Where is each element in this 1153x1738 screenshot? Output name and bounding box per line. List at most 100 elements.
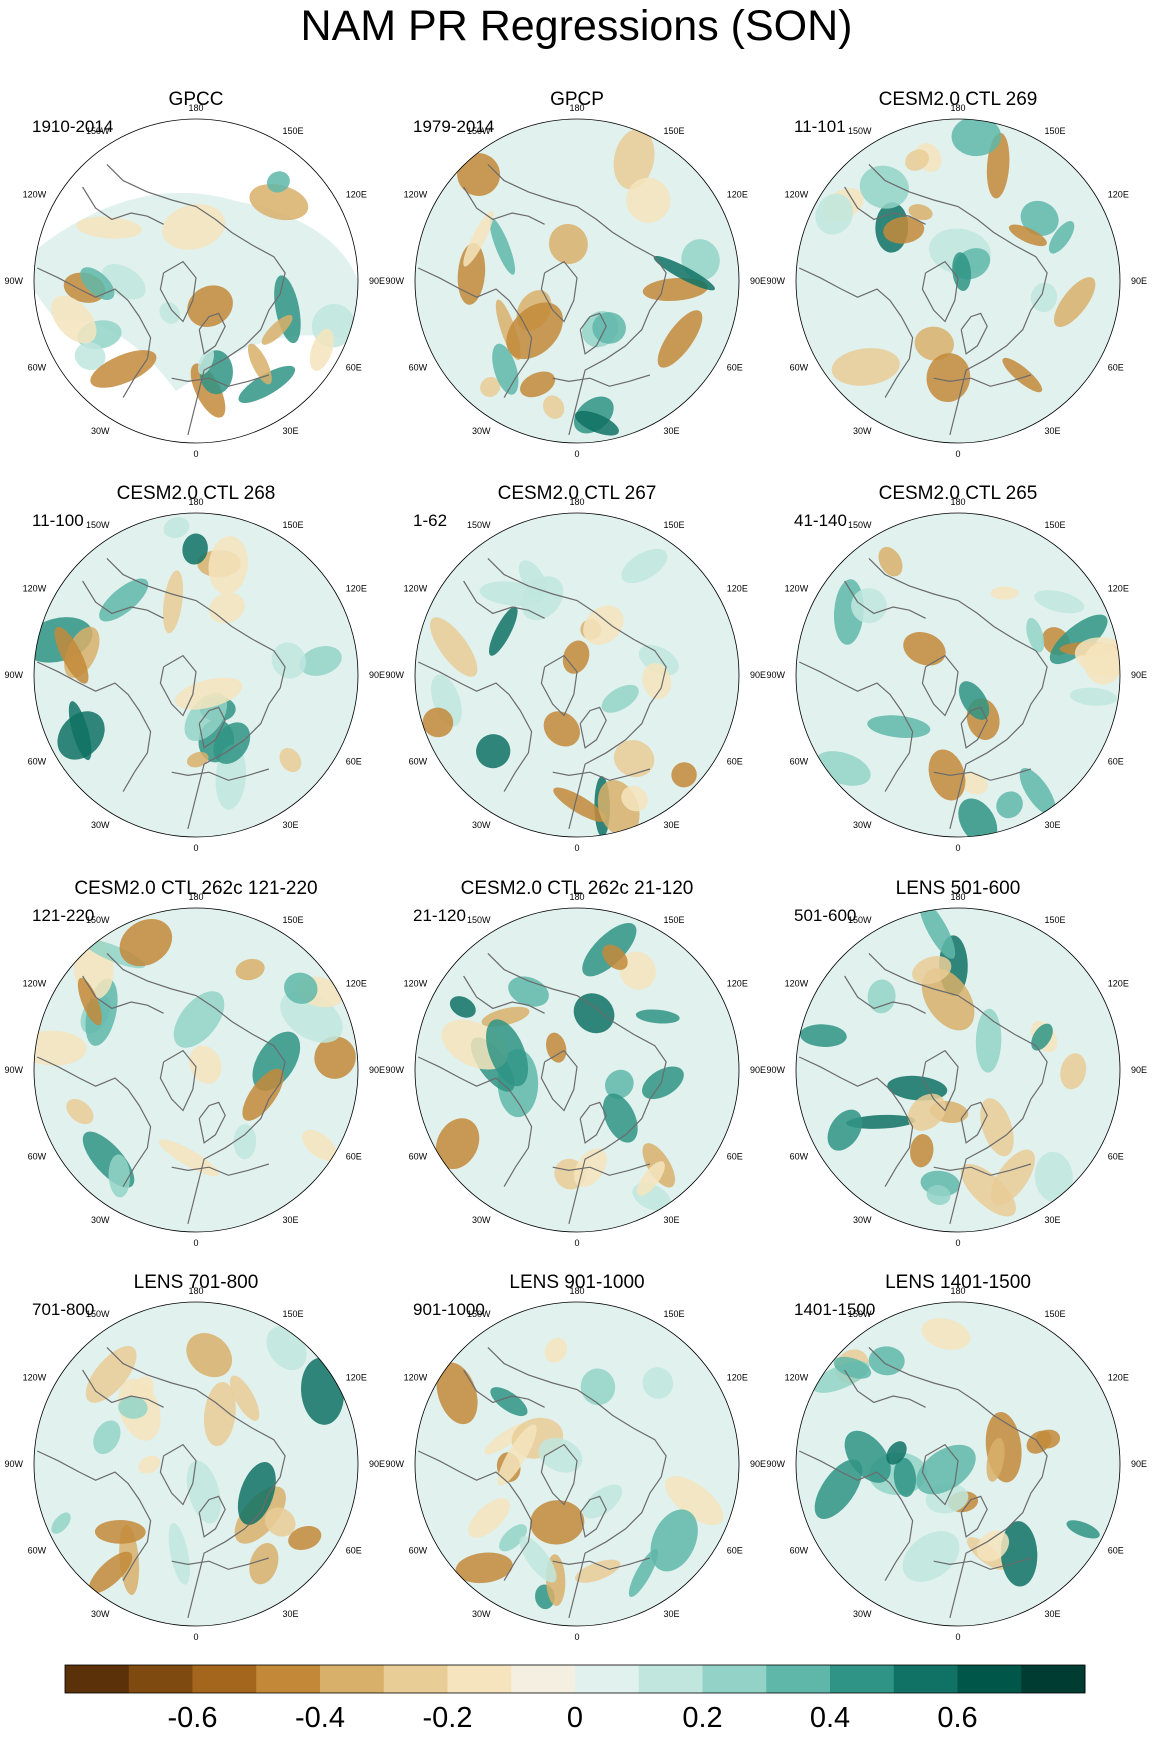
longitude-tick-label: 30W [853,1215,872,1225]
longitude-tick-label: 150E [283,915,304,925]
coastline [960,1495,988,1538]
longitude-tick-label: 60W [790,1152,809,1162]
coastline [463,975,545,1014]
colorbar-tick-label: 0 [567,1702,583,1734]
longitude-tick-label: 30E [283,426,299,436]
longitude-tick-label: 60W [28,757,47,767]
anomaly-contour [187,285,233,327]
colorbar-swatch [447,1665,512,1693]
coastline [798,267,914,398]
coastline [487,557,667,830]
map-boundary [33,907,359,1233]
anomaly-contour [665,1475,724,1526]
longitude-tick-label: 30W [91,1609,110,1619]
anomaly-contour [163,517,190,539]
longitude-tick-label: 60W [790,363,809,373]
longitude-tick-label: 30E [1045,820,1061,830]
longitude-tick-label: 0 [193,1238,198,1248]
panel-period: 1-62 [413,511,447,530]
longitude-tick-label: 120E [727,584,748,594]
anomaly-contour [1048,221,1075,254]
longitude-tick-label: 120E [346,584,367,594]
longitude-tick-label: 30W [853,1609,872,1619]
longitude-tick-label: 90E [369,1459,385,1469]
coastline [868,1346,1048,1619]
map-panel: LENS 1401-1500 1401-1500 180 150E 120E 90E 60E… [766,1272,1147,1642]
coastline [960,1101,988,1144]
panel-period: 21-120 [413,906,466,925]
coastline [82,1369,164,1408]
longitude-tick-label: 90W [766,670,785,680]
anomaly-contour [490,1387,528,1417]
longitude-tick-label: 120W [404,584,428,594]
colorbar-swatch [192,1665,257,1693]
anomaly-contour [926,353,971,403]
longitude-tick-label: 150W [467,126,491,136]
map-boundary [414,512,740,838]
regression-field [415,513,739,837]
longitude-tick-label: 90W [385,1459,404,1469]
coastline [36,661,152,792]
colorbar-swatch [256,1665,321,1693]
coastline [798,1056,914,1187]
longitude-tick-label: 150W [848,915,872,925]
coastline [933,1557,1032,1570]
longitude-tick-label: 150E [1045,915,1066,925]
anomaly-contour [650,1509,698,1572]
anomaly-contour [299,646,342,676]
anomaly-contour [422,707,454,738]
anomaly-contour [919,908,956,959]
anomaly-contour [613,129,655,190]
anomaly-contour [76,216,142,239]
map-boundary [795,1301,1121,1627]
longitude-tick-label: 180 [188,1286,203,1296]
longitude-tick-label: 150W [467,520,491,530]
map-panel: CESM2.0 CTL 265 41-140 180 150E 120E 90E 60E 30… [766,483,1147,853]
anomaly-contour [519,1536,557,1583]
coastline [844,186,926,225]
anomaly-contour [799,1024,847,1047]
longitude-tick-label: 30E [664,1215,680,1225]
colorbar-swatch [511,1665,576,1693]
anomaly-contour [815,193,854,235]
anomaly-contour [976,1530,1010,1562]
coastline [844,975,926,1014]
coastline [552,1163,651,1176]
coastline [417,267,533,398]
anomaly-contour [279,747,302,773]
longitude-tick-label: 60E [727,1546,743,1556]
longitude-tick-label: 180 [188,103,203,113]
longitude-tick-label: 120E [727,979,748,989]
colorbar-tick-labels: -0.6 -0.4 -0.2 0 0.2 0.4 0.6 [168,1702,978,1734]
longitude-tick-label: 150E [283,1309,304,1319]
anomaly-contour [302,1129,337,1161]
map-boundary [414,1301,740,1627]
anomaly-contour [182,533,208,565]
coastline [960,706,988,749]
regression-field [415,119,739,443]
coastline [540,1049,578,1112]
anomaly-contour [986,1437,1005,1482]
colorbar-swatch [766,1665,831,1693]
anomaly-contour [601,684,639,713]
longitude-tick-label: 150W [86,126,110,136]
map-panel: CESM2.0 CTL 269 11-101 180 150E 120E 90E 60E 30… [766,89,1147,459]
longitude-tick-label: 30E [283,1609,299,1619]
longitude-tick-label: 30W [91,820,110,830]
coastline [844,580,926,619]
anomaly-contour [1060,1053,1087,1090]
longitude-tick-label: 30E [283,1215,299,1225]
anomaly-contour [1035,1429,1061,1449]
regression-field [415,1302,739,1626]
anomaly-contour [249,183,309,221]
coastline [868,557,1048,830]
coastline [36,267,152,398]
longitude-tick-label: 150E [1045,520,1066,530]
anomaly-contour [449,996,476,1018]
longitude-tick-label: 90E [750,670,766,680]
anomaly-contour [197,348,215,375]
coastline [82,186,164,225]
coastline [487,1346,667,1619]
anomaly-contour [605,1069,634,1099]
coastline [159,260,197,323]
